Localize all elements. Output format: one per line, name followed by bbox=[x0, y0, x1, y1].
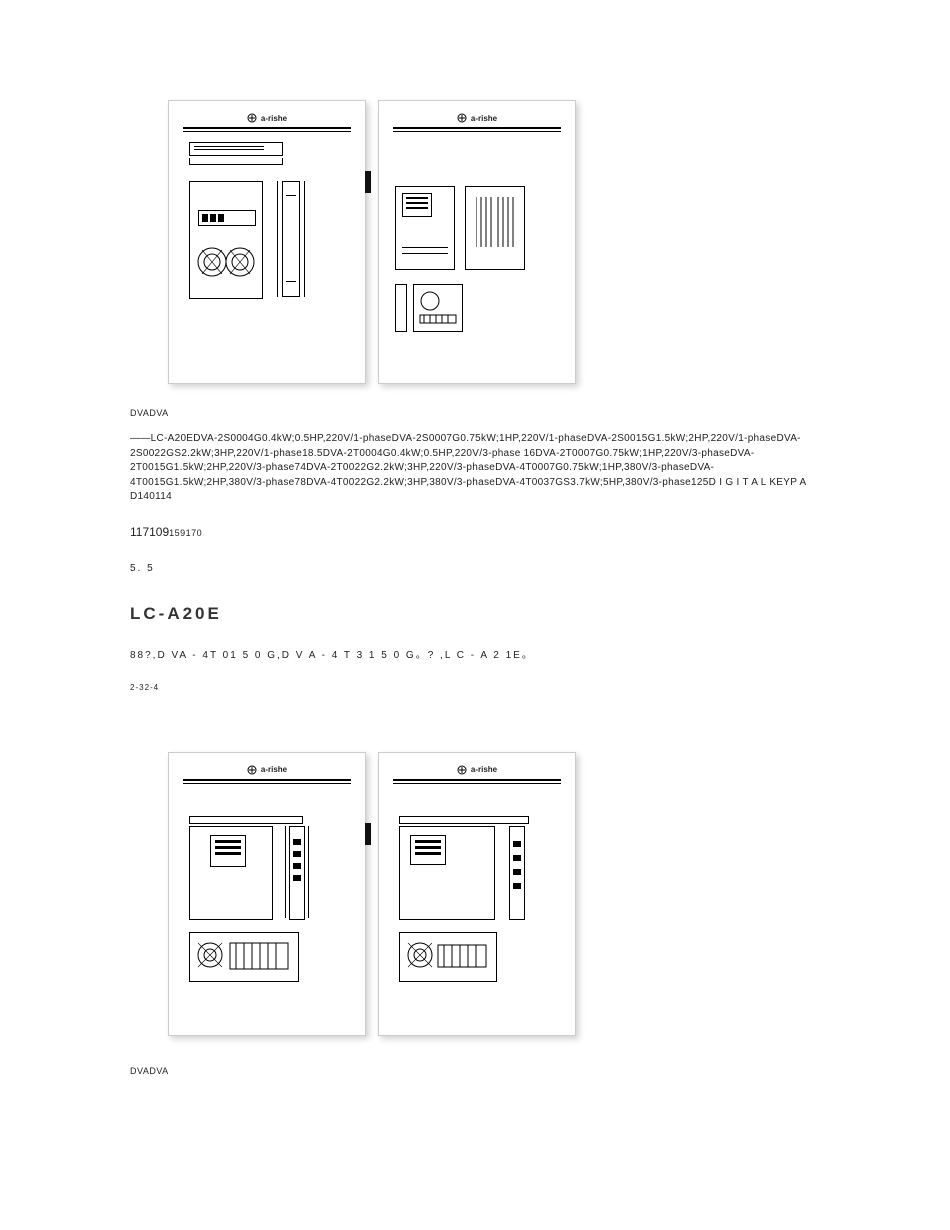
sheet-pair-bottom: a-rishe bbox=[168, 752, 820, 1036]
nums-big: 117109 bbox=[130, 525, 169, 539]
label-dvadva-bottom: DVADVA bbox=[130, 1066, 820, 1076]
spec-paragraph: ——LC-A20EDVA-2S0004G0.4kW;0.5HP,220V/1-p… bbox=[130, 432, 820, 505]
nums-small: 159170 bbox=[169, 528, 202, 538]
sub-line: 88?,D VA - 4T 01 5 0 G,D V A - 4 T 3 1 5… bbox=[130, 646, 820, 661]
five-five: 5. 5 bbox=[130, 563, 820, 574]
side-tab bbox=[365, 171, 371, 193]
logo-text: a-rishe bbox=[261, 765, 287, 774]
sheet-logo: a-rishe bbox=[393, 765, 561, 775]
label-dvadva-top: DVADVA bbox=[130, 408, 820, 418]
sheet-pair-top: a-rishe bbox=[168, 100, 820, 384]
logo-text: a-rishe bbox=[261, 114, 287, 123]
sheet-a: a-rishe bbox=[168, 100, 366, 384]
model-heading: LC-A20E bbox=[130, 604, 820, 624]
side-tab bbox=[365, 823, 371, 845]
logo-text: a-rishe bbox=[471, 765, 497, 774]
sheet-b: a-rishe bbox=[378, 100, 576, 384]
logo-text: a-rishe bbox=[471, 114, 497, 123]
number-line: 117109159170 bbox=[130, 525, 820, 539]
sheet-logo: a-rishe bbox=[183, 765, 351, 775]
sheet-d: a-rishe bbox=[378, 752, 576, 1036]
sheet-logo: a-rishe bbox=[393, 113, 561, 123]
sheet-logo: a-rishe bbox=[183, 113, 351, 123]
sheet-c: a-rishe bbox=[168, 752, 366, 1036]
code-line: 2-32-4 bbox=[130, 683, 820, 692]
